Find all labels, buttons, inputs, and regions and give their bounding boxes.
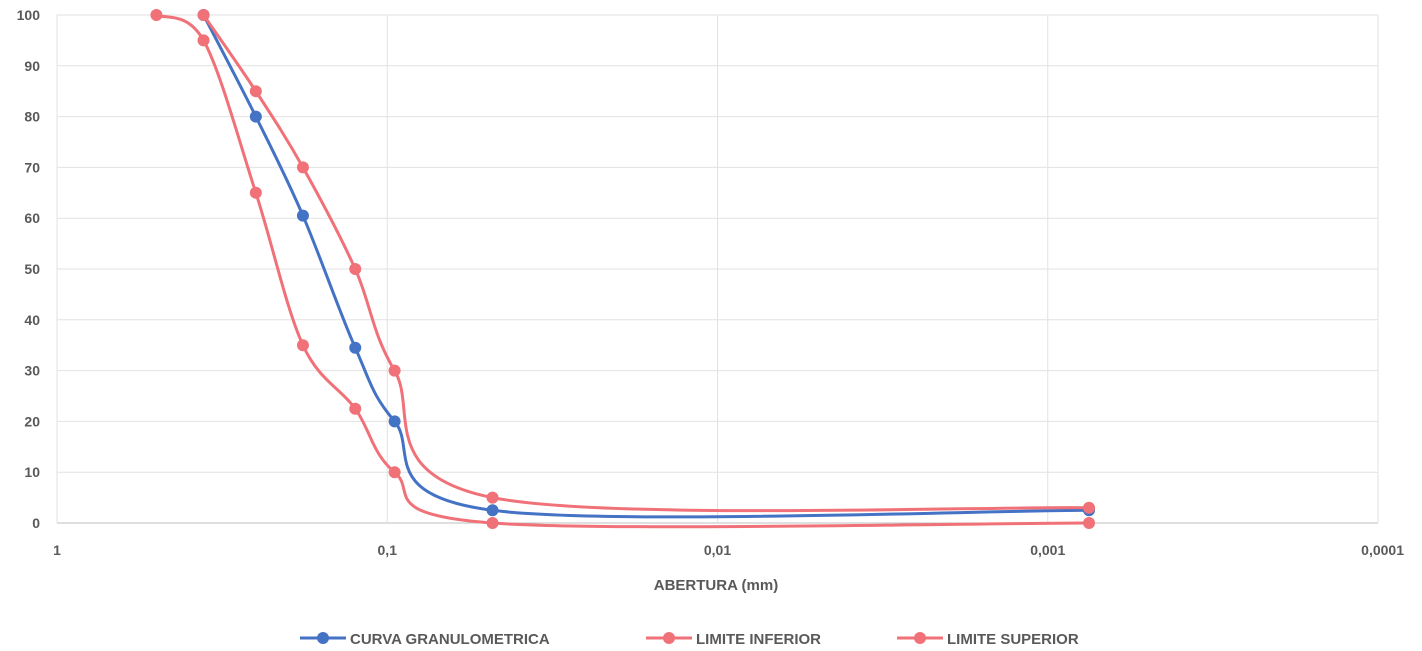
x-tick-label: 0,1 xyxy=(378,542,398,558)
curva-granulometrica-point xyxy=(249,110,262,123)
limite-superior-point xyxy=(1083,501,1096,514)
limite-inferior-point xyxy=(197,34,210,47)
y-tick-label: 50 xyxy=(24,261,40,277)
limite-superior-point xyxy=(486,491,499,504)
legend-marker xyxy=(663,632,675,644)
limite-superior-point xyxy=(296,161,309,174)
limite-inferior-point xyxy=(1083,517,1096,529)
limite-superior-point xyxy=(249,85,262,98)
curva-granulometrica-point xyxy=(388,415,401,428)
y-tick-label: 40 xyxy=(24,312,40,328)
limite-inferior-line xyxy=(154,13,1091,529)
limite-superior-point xyxy=(349,263,362,275)
y-tick-label: 90 xyxy=(24,58,40,74)
y-tick-label: 10 xyxy=(24,464,40,480)
series-lines xyxy=(154,13,1091,529)
legend-marker xyxy=(914,632,926,644)
x-tick-label: 0,0001 xyxy=(1361,542,1404,558)
limite-inferior-point xyxy=(249,186,262,199)
curva-granulometrica-line xyxy=(202,13,1091,519)
y-tick-label: 100 xyxy=(17,7,41,23)
y-tick-label: 60 xyxy=(24,210,40,226)
limite-inferior-point xyxy=(349,402,362,415)
y-tick-label: 80 xyxy=(24,109,40,125)
y-tick-label: 70 xyxy=(24,159,40,175)
axes: 0 10 20 30 40 50 60 70 80 90 100 1 0,1 0,01 0,001 0,000… xyxy=(17,7,1405,558)
limite-inferior-point xyxy=(150,9,163,21)
legend-label-limite-superior: LIMITE SUPERIOR xyxy=(947,631,1079,648)
x-tick-label: 0,01 xyxy=(704,542,731,558)
limite-superior-point xyxy=(197,9,210,21)
series-markers xyxy=(150,9,1096,529)
limite-inferior-point xyxy=(486,517,499,529)
limite-superior-point xyxy=(388,364,401,377)
curva-granulometrica-point xyxy=(349,341,362,354)
x-tick-label: 1 xyxy=(53,542,61,558)
limite-superior-line xyxy=(202,13,1091,513)
x-axis-title: ABERTURA (mm) xyxy=(654,577,778,594)
x-tick-label: 0,001 xyxy=(1030,542,1065,558)
limite-inferior-point xyxy=(388,466,401,479)
limite-inferior-point xyxy=(296,339,309,352)
curva-granulometrica-point xyxy=(486,504,499,517)
legend-marker xyxy=(317,632,329,644)
legend: CURVA GRANULOMETRICA LIMITE INFERIOR LIMIT… xyxy=(300,631,1079,648)
y-tick-label: 20 xyxy=(24,413,40,429)
y-tick-label: 0 xyxy=(32,515,40,531)
y-tick-label: 30 xyxy=(24,363,40,379)
legend-label-limite-inferior: LIMITE INFERIOR xyxy=(696,631,821,648)
curva-granulometrica-point xyxy=(296,209,309,222)
legend-label-curva-granulometrica: CURVA GRANULOMETRICA xyxy=(350,631,550,648)
